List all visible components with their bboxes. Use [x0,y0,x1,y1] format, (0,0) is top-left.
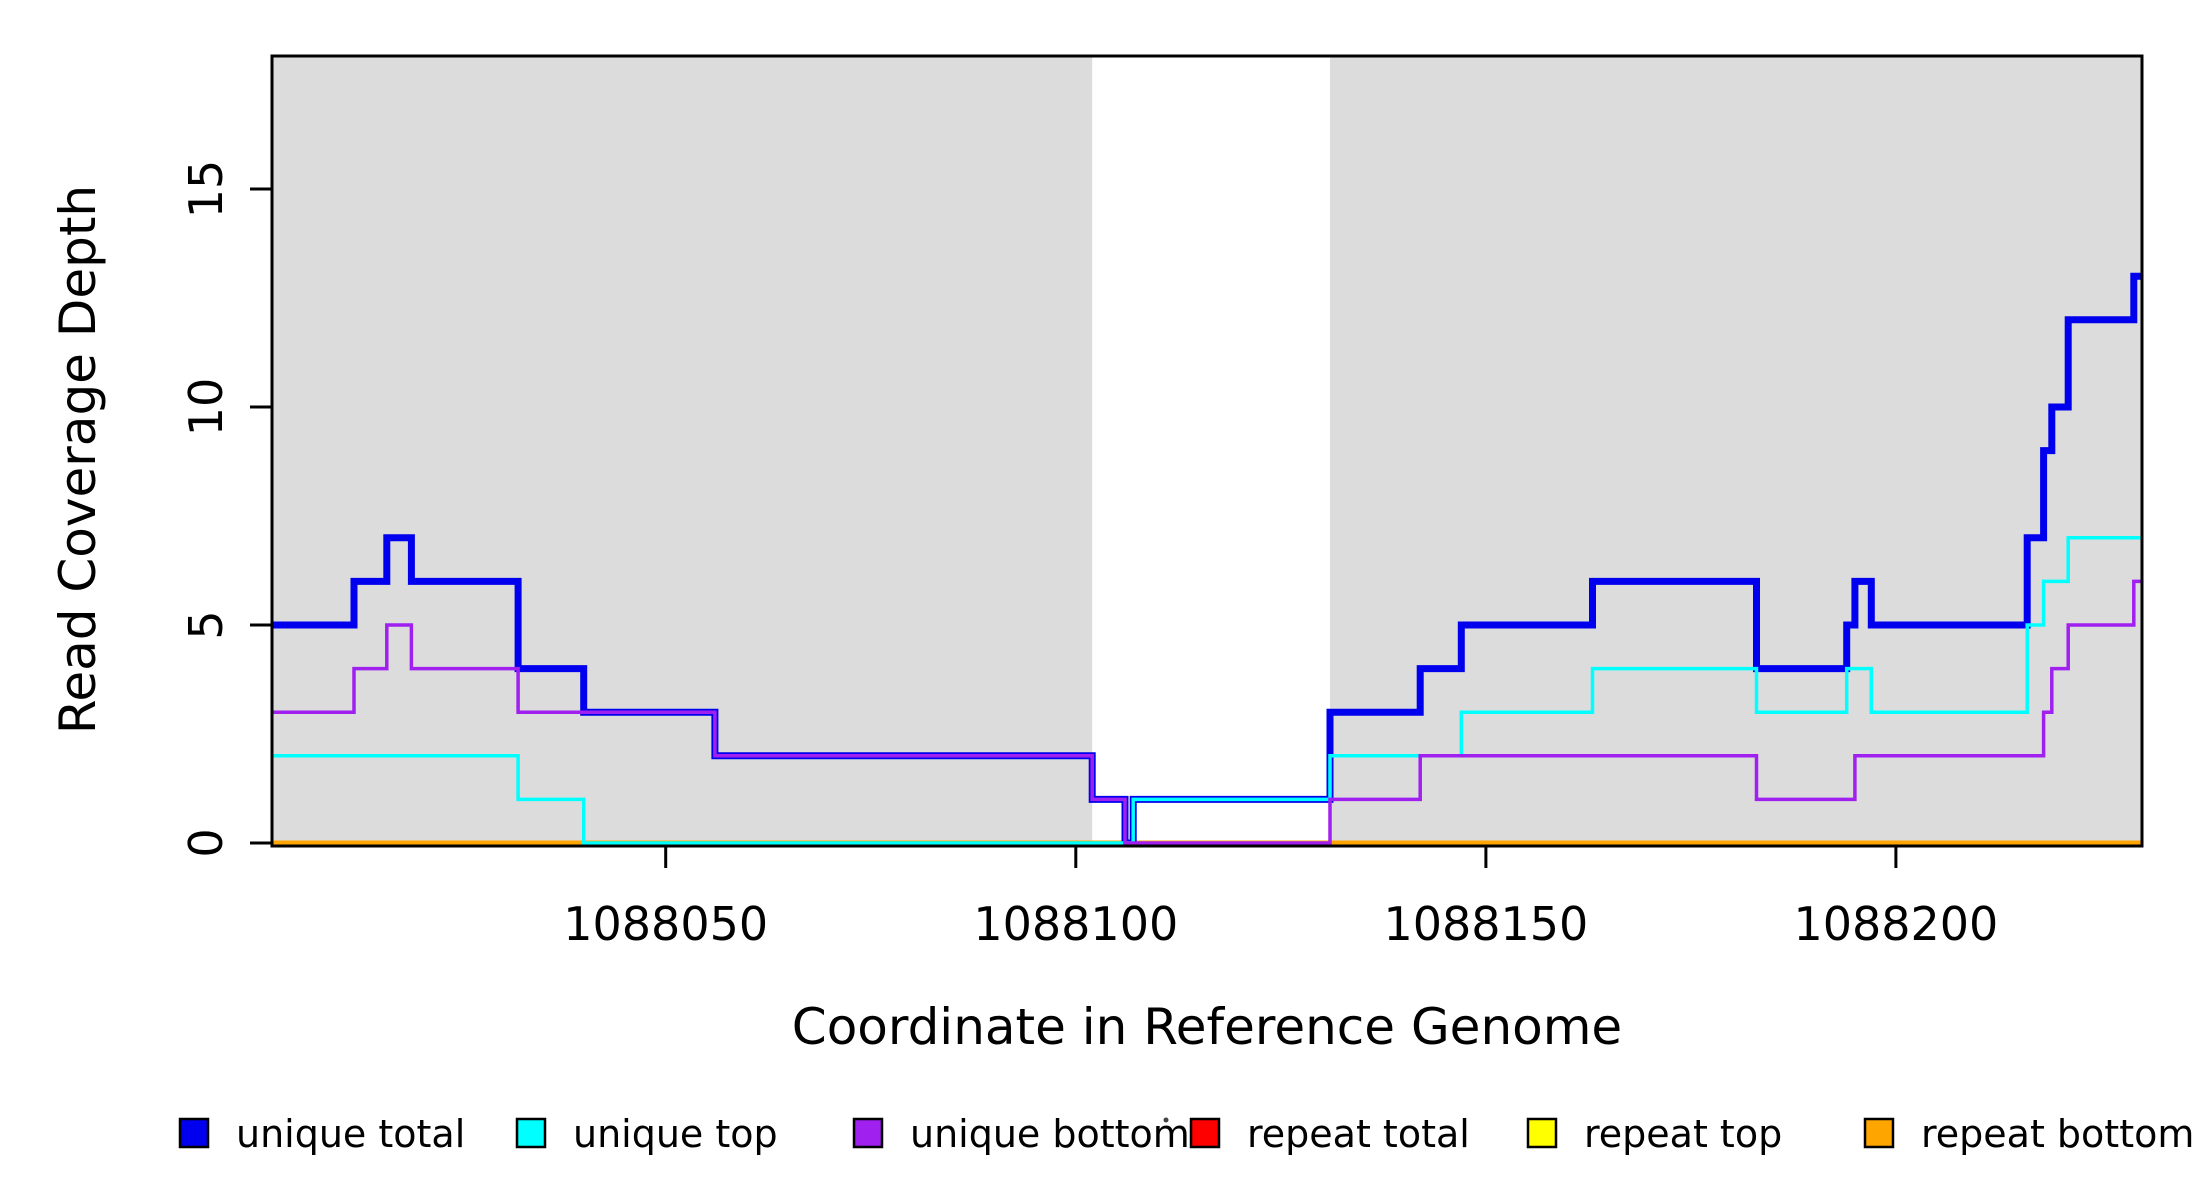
unique-total-line [272,272,2142,846]
legend-label-repeat-bottom: repeat bottom [1921,1112,2194,1156]
unique-top-line [272,536,2142,845]
legend-swatch-repeat-bottom [1863,1117,1895,1149]
legend-swatch-repeat-top [1526,1117,1558,1149]
y-tick-label: 15 [179,160,233,219]
x-tick-label: 1088100 [973,897,1178,951]
legend-label-unique-bottom: unique bottom [910,1112,1190,1156]
shaded-region-2 [1330,57,2142,845]
y-tick-label: 5 [179,610,233,639]
legend-swatch-repeat-total [1189,1117,1221,1149]
y-tick-label: 10 [179,378,233,437]
legend-label-repeat-top: repeat top [1584,1112,1782,1156]
unique-bottom-line [272,579,2142,845]
plot-box [270,54,2144,848]
y-tick-label: 0 [179,828,233,857]
x-axis-title: Coordinate in Reference Genome [792,998,1622,1056]
legend-label-unique-total: unique total [236,1112,465,1156]
legend: unique total unique top unique bottom repea… [178,1112,2194,1156]
shaded-region-1 [272,57,1093,845]
x-tick-label: 1088050 [563,897,768,951]
legend-label-unique-top: unique top [573,1112,778,1156]
x-tick-label: 1088200 [1793,897,1998,951]
legend-swatch-unique-bottom [852,1117,884,1149]
legend-label-repeat-total: repeat total [1247,1112,1470,1156]
legend-swatch-unique-total [178,1117,210,1149]
y-axis-title: Read Coverage Depth [49,185,107,734]
speck-artifact [1163,1117,1169,1123]
x-tick-label: 1088150 [1383,897,1588,951]
legend-swatch-unique-top [515,1117,547,1149]
series-group [272,272,2142,846]
